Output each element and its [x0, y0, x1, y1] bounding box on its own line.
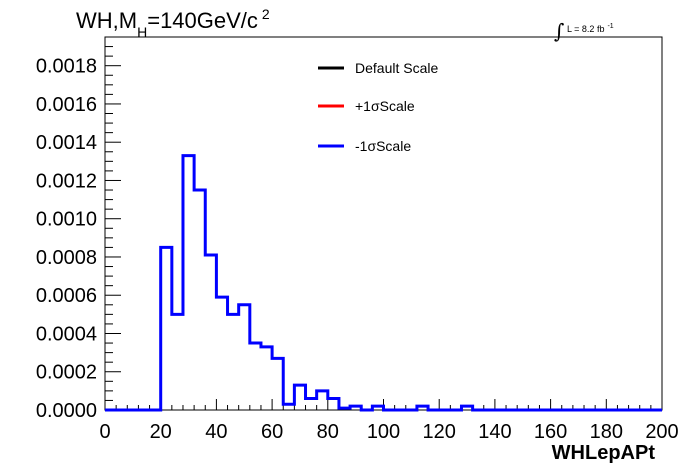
y-tick-label: 0.0010: [36, 209, 97, 231]
x-tick-label: 100: [367, 421, 400, 443]
y-tick-label: 0.0012: [36, 170, 97, 192]
y-tick-label: 0.0000: [36, 400, 97, 422]
x-tick-label: 120: [423, 421, 456, 443]
y-tick-label: 0.0016: [36, 94, 97, 116]
x-tick-label: 180: [590, 421, 623, 443]
x-tick-label: 80: [317, 421, 339, 443]
title-subscript: H: [137, 24, 147, 40]
x-tick-label: 160: [534, 421, 567, 443]
x-tick-label: 200: [645, 421, 678, 443]
y-tick-label: 0.0002: [36, 362, 97, 384]
luminosity-label: L = 8.2 fb -1: [567, 23, 614, 34]
luminosity-text: L = 8.2 fb: [567, 24, 604, 34]
luminosity-exponent: -1: [607, 23, 613, 30]
x-axis-label: WHLepAPt: [552, 442, 656, 464]
legend: Default Scale +1σScale -1σScale: [318, 60, 438, 154]
legend-label-plus: +1σScale: [355, 98, 415, 114]
series-line-minus-sigma: [105, 154, 662, 412]
x-tick-label: 60: [261, 421, 283, 443]
legend-label-default: Default Scale: [355, 60, 438, 76]
luminosity-integral-symbol: ∫: [554, 19, 564, 43]
y-tick-label: 0.0018: [36, 56, 97, 78]
x-tick-label: 20: [150, 421, 172, 443]
x-tick-label: 140: [478, 421, 511, 443]
title-suffix: =140GeV/c: [147, 8, 258, 33]
y-tick-label: 0.0006: [36, 285, 97, 307]
chart-title: WH,MH=140GeV/c 2: [76, 6, 270, 40]
y-tick-label: 0.0008: [36, 247, 97, 269]
title-prefix: WH,M: [76, 8, 137, 33]
legend-label-minus: -1σScale: [355, 138, 411, 154]
axes: 0 20 40 60 80 100 120 140 160 180 200 0.0000 0.0002 0…: [36, 36, 679, 443]
y-tick-label: 0.0004: [36, 323, 97, 345]
plot-frame: [104, 36, 663, 411]
series-group: [105, 154, 662, 412]
x-tick-label: 40: [205, 421, 227, 443]
y-tick-label: 0.0014: [36, 132, 97, 154]
title-superscript: 2: [262, 6, 270, 22]
x-tick-label: 0: [99, 421, 110, 443]
